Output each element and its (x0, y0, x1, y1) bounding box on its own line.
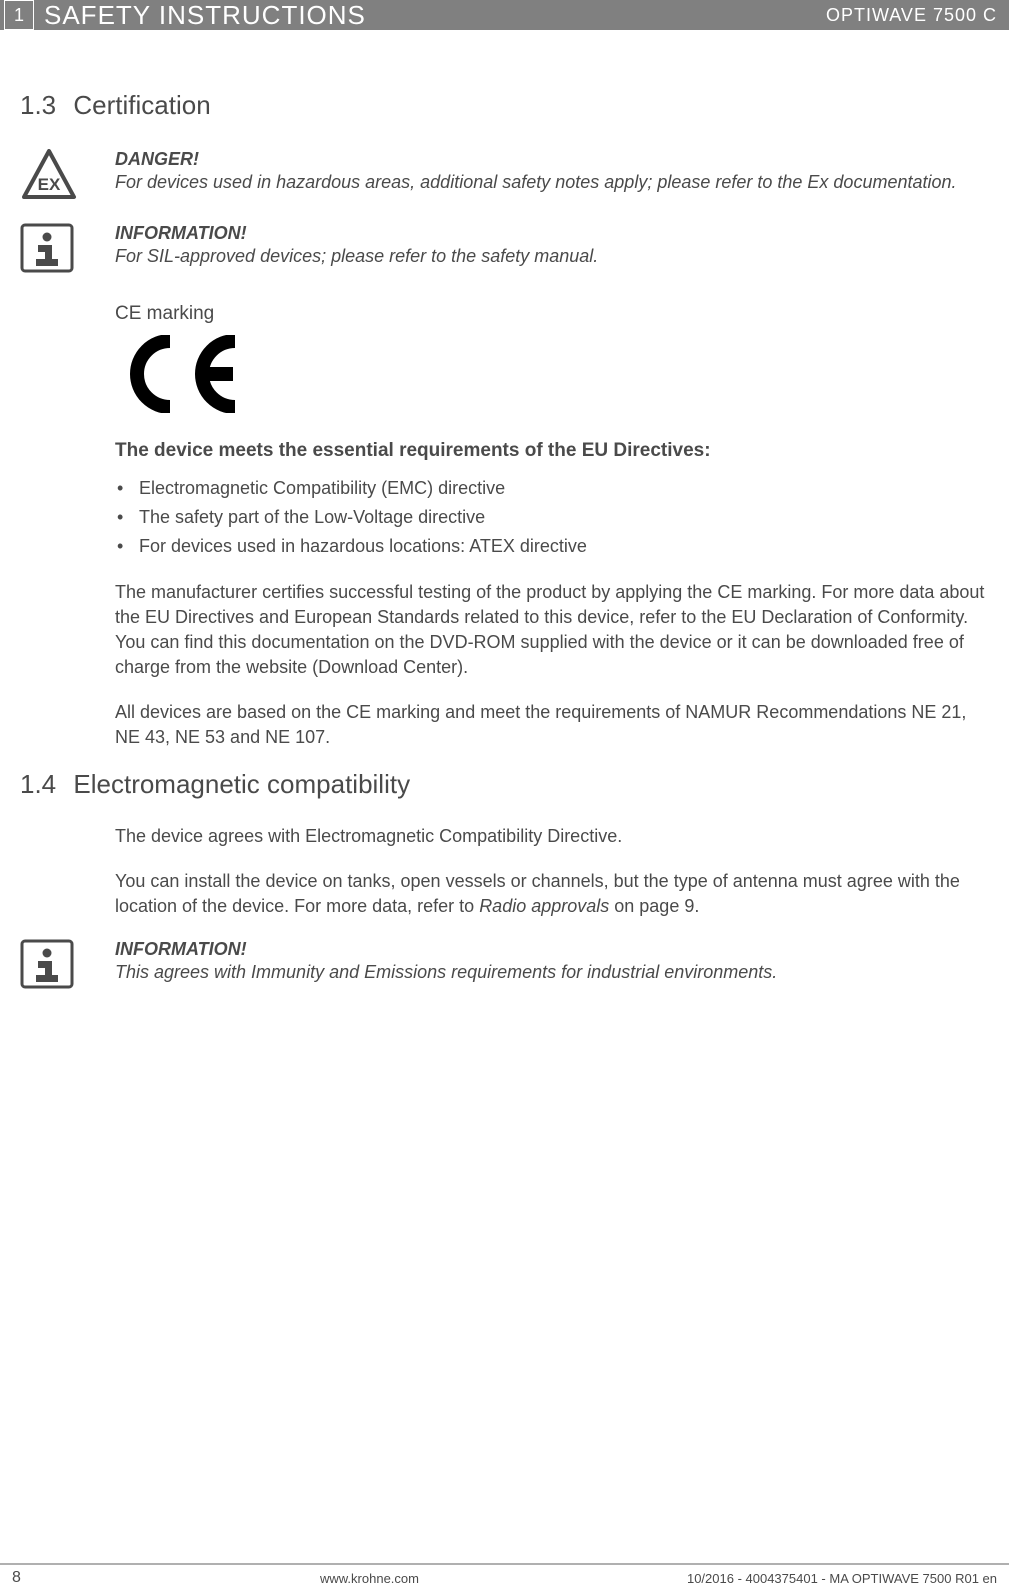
svg-text:EX: EX (38, 175, 61, 194)
section-number-box: 1 (4, 0, 34, 30)
ce-bullet-3: For devices used in hazardous locations:… (115, 532, 989, 561)
info-note-1: INFORMATION! For SIL-approved devices; p… (20, 223, 989, 273)
page-footer: 8 www.krohne.com 10/2016 - 4004375401 - … (0, 1563, 1009, 1591)
section-1-3-number: 1.3 (20, 90, 56, 120)
info-note-1-body: INFORMATION! For SIL-approved devices; p… (80, 223, 989, 273)
info-icon (20, 223, 80, 273)
info-note-2-body: INFORMATION! This agrees with Immunity a… (80, 939, 989, 989)
section-1-4-title: Electromagnetic compatibility (73, 769, 410, 799)
section-1-3-heading: 1.3 Certification (20, 90, 989, 121)
ce-intro: The device meets the essential requireme… (115, 440, 989, 462)
ce-para-2: All devices are based on the CE marking … (115, 700, 989, 750)
emc-para-2-ital: Radio approvals (479, 896, 609, 916)
danger-note: EX DANGER! For devices used in hazardous… (20, 149, 989, 201)
header-left: 1 SAFETY INSTRUCTIONS (0, 0, 789, 30)
emc-para-1: The device agrees with Electromagnetic C… (115, 824, 989, 849)
danger-note-body: DANGER! For devices used in hazardous ar… (80, 149, 989, 201)
ce-para-1: The manufacturer certifies successful te… (115, 580, 989, 679)
header-product: OPTIWAVE 7500 C (789, 0, 1009, 30)
info-note-2-title: INFORMATION! (115, 939, 989, 960)
info-note-2: INFORMATION! This agrees with Immunity a… (20, 939, 989, 989)
info-note-1-text: For SIL-approved devices; please refer t… (115, 244, 989, 268)
danger-note-title: DANGER! (115, 149, 989, 170)
ce-mark-icon (115, 335, 989, 418)
ex-warning-icon: EX (20, 149, 80, 201)
info-icon (20, 939, 80, 989)
section-1-3-title: Certification (73, 90, 210, 120)
header-title: SAFETY INSTRUCTIONS (44, 0, 366, 31)
emc-para-2b: on page 9. (609, 896, 699, 916)
emc-para-2: You can install the device on tanks, ope… (115, 869, 989, 919)
page-content: 1.3 Certification EX DANGER! For devices… (0, 90, 1009, 989)
section-1-4-number: 1.4 (20, 769, 56, 799)
ce-bullet-list: Electromagnetic Compatibility (EMC) dire… (115, 474, 989, 560)
section-1-4-heading: 1.4 Electromagnetic compatibility (20, 769, 989, 800)
ce-section: CE marking The device meets the essentia… (115, 303, 989, 749)
ce-bullet-1: Electromagnetic Compatibility (EMC) dire… (115, 474, 989, 503)
info-note-2-text: This agrees with Immunity and Emissions … (115, 960, 989, 984)
info-note-1-title: INFORMATION! (115, 223, 989, 244)
footer-page-number: 8 (12, 1569, 52, 1587)
ce-bullet-2: The safety part of the Low-Voltage direc… (115, 503, 989, 532)
danger-note-text: For devices used in hazardous areas, add… (115, 170, 989, 194)
ce-heading: CE marking (115, 303, 989, 325)
footer-url: www.krohne.com (52, 1571, 687, 1586)
footer-doc-id: 10/2016 - 4004375401 - MA OPTIWAVE 7500 … (687, 1571, 997, 1586)
section-1-4-body: The device agrees with Electromagnetic C… (115, 824, 989, 918)
page-header: 1 SAFETY INSTRUCTIONS OPTIWAVE 7500 C (0, 0, 1009, 30)
